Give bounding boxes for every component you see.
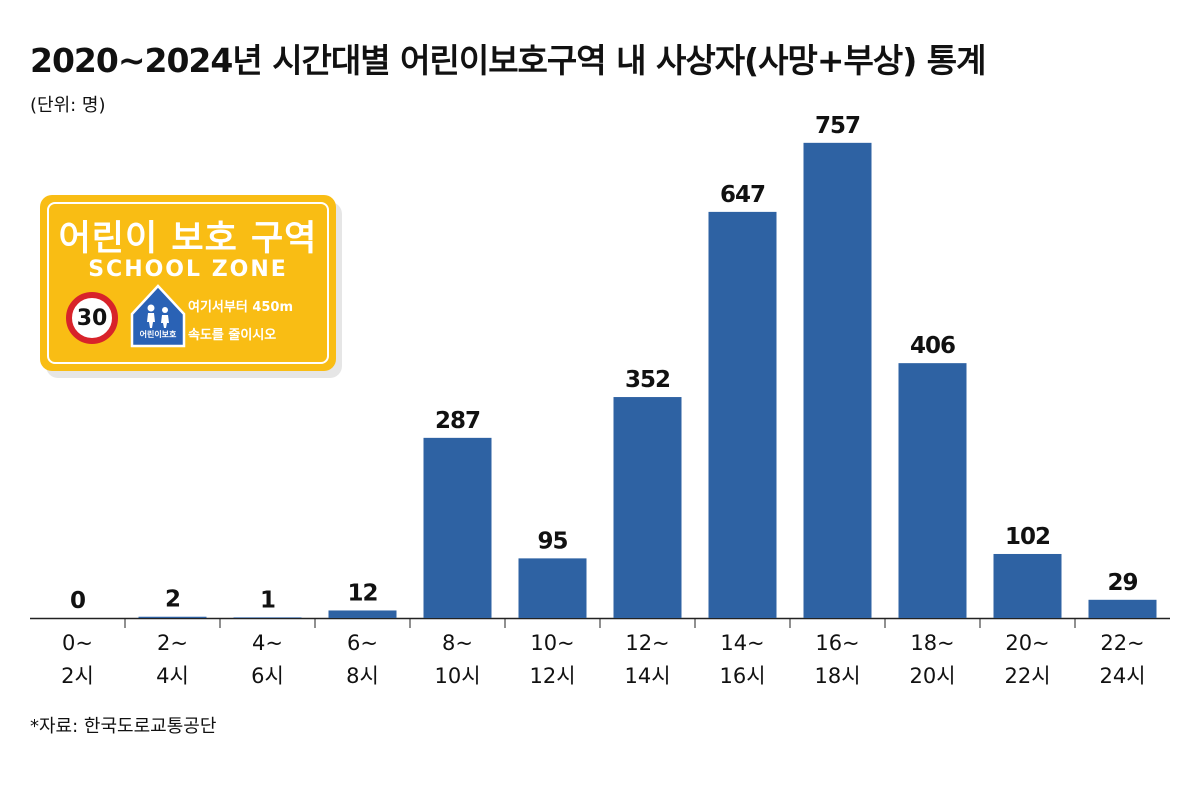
x-tick-label: 10시 [434,664,480,688]
x-tick-label: 8시 [346,664,379,688]
unit-label: (단위: 명) [30,95,106,116]
x-tick-label: 20~ [1005,631,1049,655]
x-tick-label: 12~ [625,631,669,655]
bar-data-label: 2 [165,587,180,613]
bar-data-label: 406 [910,333,955,359]
bar-data-label: 102 [1005,524,1050,550]
sign-title: 어린이 보호 구역 [58,219,318,259]
bar-data-label: 29 [1107,570,1137,596]
x-tick-label: 18~ [910,631,954,655]
sign-subtitle: SCHOOL ZONE [88,257,288,282]
x-tick-label: 18시 [814,664,860,688]
bar-data-label: 287 [435,408,480,434]
bar [898,363,967,618]
speed-limit-icon: 30 [66,292,118,344]
chart-title: 2020~2024년 시간대별 어린이보호구역 내 사상자(사망+부상) 통계 [30,41,987,80]
x-tick-label: 22시 [1004,664,1050,688]
source-note: *자료: 한국도로교통공단 [30,716,217,737]
x-tick-label: 6~ [347,631,378,655]
bar [423,437,492,618]
x-tick-label: 12시 [529,664,575,688]
bar [993,553,1062,618]
x-tick-label: 4~ [252,631,283,655]
x-tick-label: 6시 [251,664,284,688]
bar-data-label: 647 [720,182,765,208]
bar-data-label: 1 [260,587,275,613]
bar-data-label: 95 [537,528,567,554]
x-tick-label: 0~ [62,631,93,655]
x-tick-label: 2시 [61,664,94,688]
bar-data-label: 12 [347,580,377,606]
bar [328,610,397,618]
pedestrian-icon-label: 어린이보호 [139,330,177,339]
bar [613,397,682,618]
bar [518,558,587,618]
bar [138,616,207,618]
bar [803,142,872,618]
bar-data-label: 0 [70,588,85,614]
x-tick-label: 16시 [719,664,765,688]
sign-border [47,202,329,364]
bar-data-label: 352 [625,367,670,393]
x-tick-label: 8~ [442,631,473,655]
bar [1088,599,1157,618]
x-tick-label: 20시 [909,664,955,688]
x-tick-label: 14~ [720,631,764,655]
pedestrian-children-icon: 어린이보호 [128,284,188,348]
bar [233,617,302,618]
x-tick-label: 2~ [157,631,188,655]
x-tick-label: 4시 [156,664,189,688]
sign-distance-text: 여기서부터 450m [188,300,294,315]
sign-slow-down-text: 속도를 줄이시오 [188,328,277,343]
x-tick-label: 16~ [815,631,859,655]
x-tick-label: 24시 [1099,664,1145,688]
x-tick-label: 10~ [530,631,574,655]
x-tick-label: 14시 [624,664,670,688]
x-tick-label: 22~ [1100,631,1144,655]
bar [708,211,777,618]
bar-data-label: 757 [815,113,860,139]
school-zone-sign: 어린이 보호 구역 SCHOOL ZONE 30 어린이보호 여기서부터 450… [40,195,336,371]
